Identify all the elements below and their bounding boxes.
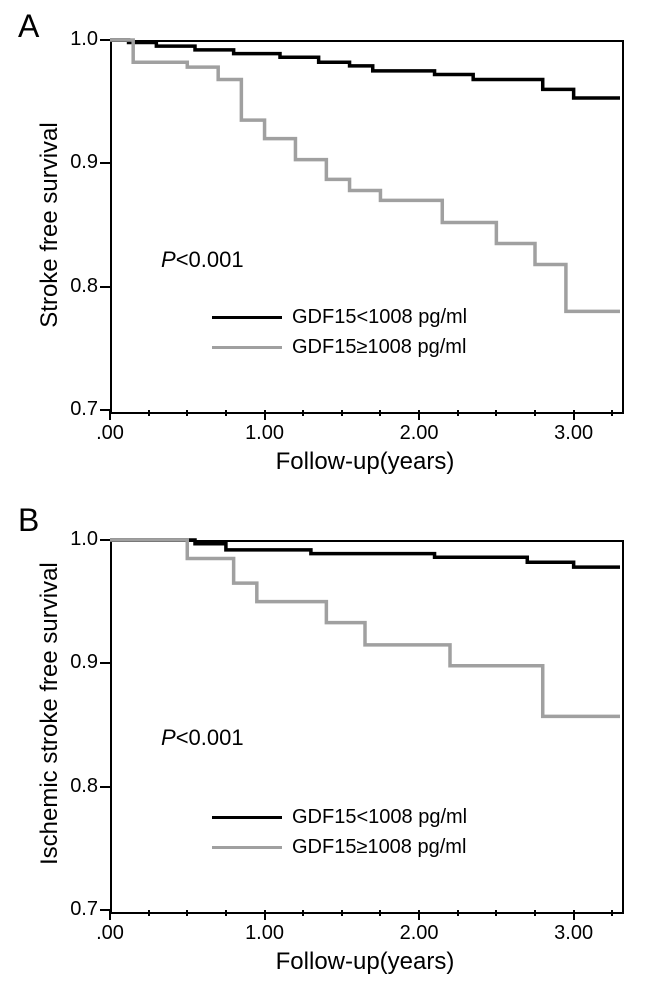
p-value: P<0.001 xyxy=(161,247,244,273)
x-minor-tick xyxy=(302,410,304,416)
y-tick-label: 1.0 xyxy=(62,528,98,551)
x-minor-tick xyxy=(379,910,381,916)
legend-line xyxy=(212,816,282,819)
x-minor-tick xyxy=(534,910,536,916)
y-tick-label: 0.8 xyxy=(62,775,98,798)
y-tick xyxy=(100,909,110,911)
panel-b-ylabel: Ischemic stroke free survival xyxy=(36,585,64,865)
x-tick xyxy=(418,410,420,420)
p-value: P<0.001 xyxy=(161,725,244,751)
y-tick xyxy=(100,286,110,288)
y-tick-label: 0.9 xyxy=(62,151,98,174)
x-minor-tick xyxy=(302,910,304,916)
panelB-series-1 xyxy=(110,540,620,716)
x-tick-label: .00 xyxy=(90,422,130,445)
x-tick xyxy=(109,910,111,920)
legend-label: GDF15≥1008 pg/ml xyxy=(292,336,466,359)
legend-label: GDF15<1008 pg/ml xyxy=(292,306,467,329)
legend-label: GDF15≥1008 pg/ml xyxy=(292,836,466,859)
x-minor-tick xyxy=(457,410,459,416)
x-minor-tick xyxy=(225,410,227,416)
x-minor-tick xyxy=(379,410,381,416)
panel-a-label: A xyxy=(18,8,39,45)
y-tick xyxy=(100,539,110,541)
y-tick-label: 0.7 xyxy=(62,898,98,921)
x-minor-tick xyxy=(341,410,343,416)
x-tick xyxy=(109,410,111,420)
x-tick-label: 3.00 xyxy=(554,922,594,945)
panel-a-xlabel: Follow-up(years) xyxy=(265,448,465,476)
panel-a-ylabel: Stroke free survival xyxy=(36,85,64,365)
x-tick xyxy=(418,910,420,920)
x-tick xyxy=(264,410,266,420)
x-minor-tick xyxy=(611,410,613,416)
x-minor-tick xyxy=(186,410,188,416)
y-tick-label: 0.7 xyxy=(62,398,98,421)
legend-line xyxy=(212,316,282,319)
x-minor-tick xyxy=(186,910,188,916)
x-tick-label: .00 xyxy=(90,922,130,945)
y-tick xyxy=(100,409,110,411)
y-tick xyxy=(100,162,110,164)
legend-label: GDF15<1008 pg/ml xyxy=(292,806,467,829)
x-minor-tick xyxy=(495,910,497,916)
x-minor-tick xyxy=(534,410,536,416)
figure: A Stroke free survival Follow-up(years) … xyxy=(0,0,656,1000)
legend-line xyxy=(212,346,282,349)
panelA-series-0 xyxy=(110,40,620,98)
y-tick xyxy=(100,786,110,788)
y-tick-label: 1.0 xyxy=(62,28,98,51)
x-tick-label: 3.00 xyxy=(554,422,594,445)
y-tick-label: 0.8 xyxy=(62,275,98,298)
x-tick-label: 2.00 xyxy=(399,422,439,445)
x-minor-tick xyxy=(148,910,150,916)
x-tick xyxy=(573,410,575,420)
y-tick-label: 0.9 xyxy=(62,651,98,674)
x-minor-tick xyxy=(225,910,227,916)
x-minor-tick xyxy=(495,410,497,416)
panel-b-xlabel: Follow-up(years) xyxy=(265,948,465,976)
x-minor-tick xyxy=(457,910,459,916)
x-minor-tick xyxy=(148,410,150,416)
x-tick-label: 1.00 xyxy=(245,922,285,945)
x-tick xyxy=(573,910,575,920)
x-minor-tick xyxy=(341,910,343,916)
x-tick xyxy=(264,910,266,920)
panel-b-label: B xyxy=(18,502,39,539)
y-tick xyxy=(100,662,110,664)
x-tick-label: 1.00 xyxy=(245,422,285,445)
x-tick-label: 2.00 xyxy=(399,922,439,945)
x-minor-tick xyxy=(611,910,613,916)
y-tick xyxy=(100,39,110,41)
legend-line xyxy=(212,846,282,849)
